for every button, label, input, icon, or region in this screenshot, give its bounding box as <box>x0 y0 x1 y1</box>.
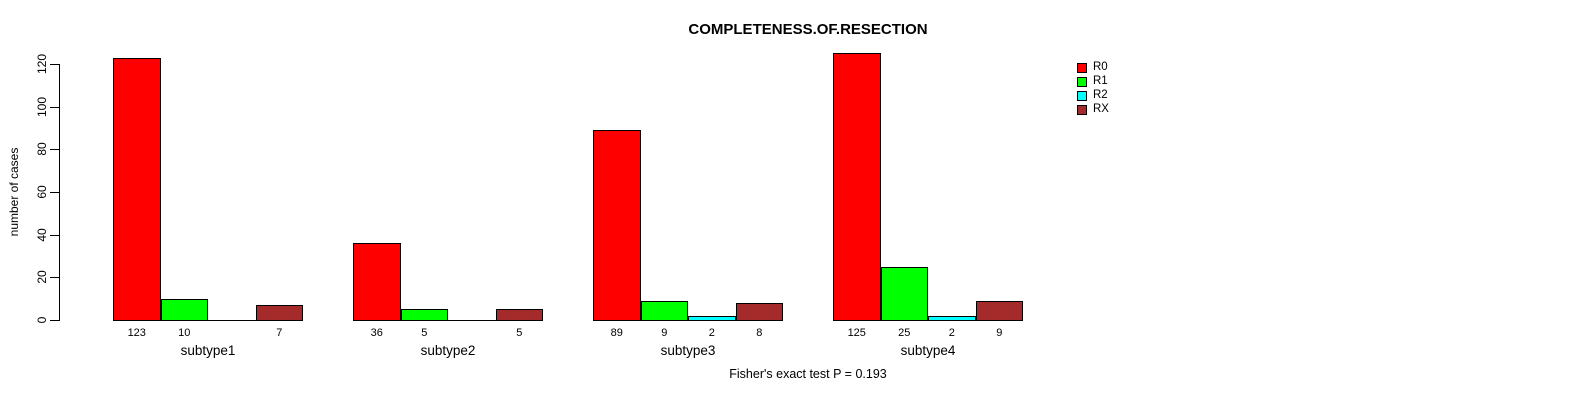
caption-fisher-test: Fisher's exact test P = 0.193 <box>729 367 887 381</box>
legend: R0 R1 R2 RX <box>1077 61 1109 115</box>
bar-value-label: 7 <box>276 327 283 339</box>
y-axis-tick <box>50 106 59 108</box>
legend-swatch-R0 <box>1077 62 1087 73</box>
y-axis-tick-label: 0 <box>35 316 49 324</box>
bar-value-label: 10 <box>178 327 191 339</box>
bar-value-label: 36 <box>370 327 383 339</box>
y-axis-tick <box>50 149 59 151</box>
y-axis-tick-label: 60 <box>35 185 49 199</box>
bar-R1-subtype1 <box>160 299 208 321</box>
bar-value-label: 123 <box>127 327 146 339</box>
legend-label: RX <box>1093 103 1109 115</box>
y-axis-tick <box>50 234 59 236</box>
chart-title: COMPLETENESS.OF.RESECTION <box>688 21 928 38</box>
bar-R0-subtype4 <box>833 53 881 321</box>
bar-RX-subtype2 <box>495 309 543 321</box>
bar-value-label: 25 <box>898 327 911 339</box>
y-axis-tick-label: 20 <box>35 270 49 285</box>
category-label-subtype4: subtype4 <box>900 343 956 358</box>
bar-value-label: 9 <box>996 327 1003 339</box>
bar-R1-subtype4 <box>880 267 928 321</box>
legend-swatch-R2 <box>1077 90 1087 101</box>
bar-RX-subtype4 <box>975 301 1023 321</box>
bar-value-label: 5 <box>421 327 428 339</box>
bar-value-label: 2 <box>948 327 955 339</box>
legend-swatch-R1 <box>1077 76 1087 87</box>
bar-R1-subtype2 <box>400 309 448 321</box>
bar-R0-subtype2 <box>353 243 401 321</box>
bar-value-label: 8 <box>756 327 763 339</box>
bar-value-label: 125 <box>847 327 866 339</box>
bar-RX-subtype1 <box>255 305 303 321</box>
bar-value-label: 89 <box>610 327 623 339</box>
category-label-subtype3: subtype3 <box>660 343 716 358</box>
y-axis-tick <box>50 277 59 279</box>
bar-RX-subtype3 <box>735 303 783 321</box>
legend-label: R2 <box>1093 89 1108 101</box>
y-axis-tick-label: 100 <box>35 96 49 117</box>
bar-R1-subtype3 <box>640 301 688 321</box>
y-axis-tick-label: 120 <box>35 53 49 75</box>
y-axis-tick <box>50 320 59 321</box>
legend-item-R1: R1 <box>1077 75 1109 87</box>
bar-value-label: 9 <box>661 327 668 339</box>
legend-swatch-RX <box>1077 104 1087 115</box>
legend-label: R0 <box>1093 61 1108 73</box>
y-axis-tick <box>50 192 59 193</box>
y-axis-tick <box>50 64 59 65</box>
legend-label: R1 <box>1093 75 1108 87</box>
category-label-subtype2: subtype2 <box>420 343 476 358</box>
bar-R0-subtype3 <box>593 130 641 321</box>
legend-item-R0: R0 <box>1077 61 1109 73</box>
group-baseline <box>353 320 543 321</box>
bar-value-label: 2 <box>708 327 715 339</box>
y-axis-line <box>59 64 60 321</box>
bar-R2-subtype3 <box>688 316 736 321</box>
legend-item-R2: R2 <box>1077 89 1109 101</box>
y-axis-label: number of cases <box>7 147 21 237</box>
bar-R2-subtype4 <box>928 316 976 321</box>
group-baseline <box>113 320 303 321</box>
y-axis-tick-label: 40 <box>35 227 49 242</box>
bar-R0-subtype1 <box>113 58 161 321</box>
category-label-subtype1: subtype1 <box>180 343 236 358</box>
legend-item-RX: RX <box>1077 103 1109 115</box>
bar-value-label: 5 <box>516 327 523 339</box>
y-axis-tick-label: 80 <box>35 142 49 157</box>
